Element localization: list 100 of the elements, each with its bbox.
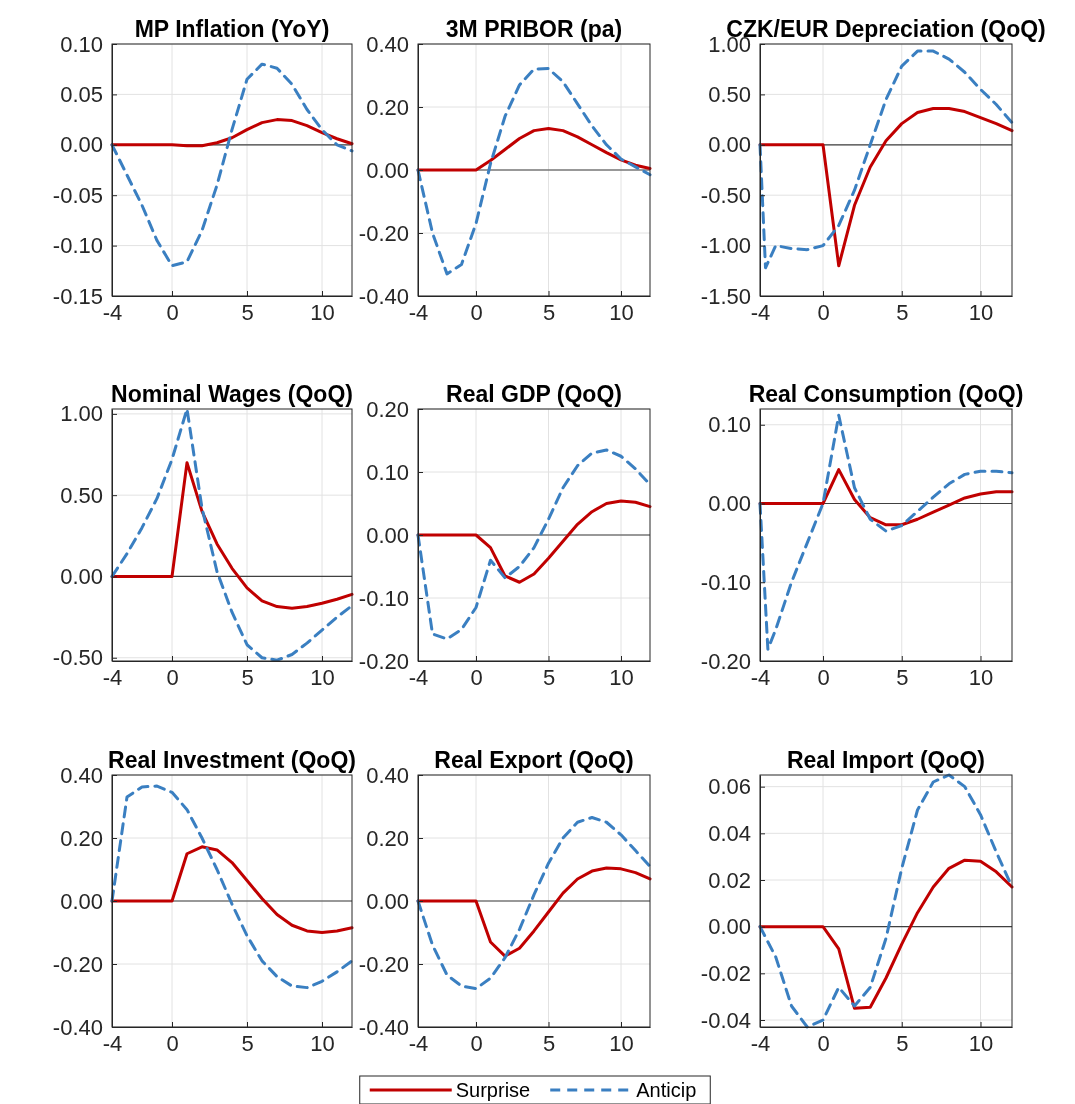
x-tick-label: 10	[310, 1030, 335, 1056]
line-series	[110, 118, 354, 148]
y-tick-label: 0.05	[60, 81, 103, 107]
x-tick-label: 10	[968, 1030, 994, 1056]
y-tick-label: -1.50	[700, 283, 751, 309]
y-tick-label: 0.06	[708, 774, 751, 800]
x-tick-label: 0	[470, 299, 483, 325]
x-tick-label: 0	[166, 1030, 179, 1056]
x-tick-label: 0	[470, 664, 483, 690]
y-tick-label: -0.20	[358, 648, 409, 674]
x-tick-label: 0	[817, 1030, 830, 1056]
x-tick-label: -4	[408, 299, 429, 325]
line-series	[416, 866, 652, 958]
x-tick-label: 5	[896, 1030, 909, 1056]
y-tick-label: -0.50	[52, 645, 103, 671]
x-tick-label: 0	[166, 664, 179, 690]
x-tick-label: -4	[408, 1030, 429, 1056]
y-tick-label: 0.00	[60, 564, 103, 589]
x-tick-label: -4	[102, 664, 123, 690]
chart-title: Real Investment (QoQ)	[108, 747, 356, 773]
y-tick-label: -0.20	[358, 951, 409, 977]
x-tick-label: 0	[470, 1030, 483, 1056]
y-tick-label: -0.20	[700, 648, 751, 674]
y-tick-label: 0.50	[60, 482, 103, 508]
y-tick-label: 0.50	[708, 81, 751, 107]
y-tick-label: -0.50	[700, 182, 751, 208]
y-tick-label: 0.40	[366, 31, 409, 57]
line-series	[110, 407, 354, 662]
y-tick-label: 0.20	[366, 396, 409, 422]
y-tick-label: 0.00	[366, 157, 409, 183]
y-tick-label: 0.10	[366, 459, 409, 485]
y-tick-label: -0.20	[52, 951, 103, 977]
x-tick-label: 10	[968, 299, 994, 325]
line-series	[416, 126, 652, 172]
chart-title: Real Import (QoQ)	[786, 747, 986, 773]
x-tick-label: 10	[609, 299, 634, 325]
x-tick-label: 0	[817, 664, 830, 690]
x-tick-label: 5	[241, 1030, 254, 1056]
line-series	[416, 67, 652, 276]
x-tick-label: 5	[896, 664, 909, 690]
y-tick-label: 0.40	[366, 762, 409, 788]
y-tick-label: -0.40	[52, 1014, 103, 1040]
y-tick-label: -0.40	[358, 283, 409, 309]
y-tick-label: 0.20	[366, 825, 409, 851]
y-tick-label: -0.15	[52, 283, 103, 309]
y-tick-label: 0.40	[60, 762, 103, 788]
line-series	[758, 468, 1014, 527]
x-tick-label: 5	[896, 299, 909, 325]
y-tick-label: -1.00	[700, 233, 751, 259]
y-tick-label: -0.40	[358, 1014, 409, 1040]
line-series	[110, 845, 354, 934]
y-tick-label: 0.20	[366, 94, 409, 120]
legend-label: Anticip	[636, 1079, 697, 1101]
chart-title: MP Inflation (YoY)	[134, 16, 330, 42]
x-tick-label: 10	[310, 664, 335, 690]
y-tick-label: 0.02	[708, 867, 751, 893]
y-tick-label: 0.20	[60, 825, 103, 851]
y-tick-label: 1.00	[60, 401, 103, 427]
line-series	[758, 413, 1014, 651]
line-series	[758, 49, 1014, 270]
chart-title: Nominal Wages (QoQ)	[111, 381, 353, 407]
line-series	[758, 858, 1014, 1010]
x-tick-label: -4	[750, 664, 771, 690]
x-tick-label: -4	[408, 664, 429, 690]
y-tick-label: -0.04	[700, 1007, 751, 1033]
x-tick-label: 5	[241, 664, 254, 690]
x-tick-label: 5	[241, 299, 254, 325]
x-tick-label: 5	[542, 1030, 556, 1056]
x-tick-label: -4	[750, 1030, 771, 1056]
y-tick-label: 0.00	[708, 914, 751, 940]
y-tick-label: -0.02	[700, 960, 751, 986]
y-tick-label: 0.00	[366, 888, 409, 914]
y-tick-label: -0.10	[358, 585, 409, 611]
chart-title: Real Export (QoQ)	[434, 747, 634, 773]
x-tick-label: 0	[166, 299, 179, 325]
x-tick-label: -4	[102, 1030, 123, 1056]
x-tick-label: 5	[542, 664, 556, 690]
line-series	[416, 816, 652, 991]
chart-title: 3M PRIBOR (pa)	[445, 16, 623, 42]
y-tick-label: -0.10	[52, 233, 103, 259]
x-tick-label: 10	[609, 1030, 634, 1056]
x-tick-label: 10	[310, 299, 335, 325]
chart-title: Real GDP (QoQ)	[446, 381, 622, 407]
y-tick-label: -0.10	[700, 569, 751, 595]
y-tick-label: -0.20	[358, 220, 409, 246]
line-series	[758, 107, 1014, 268]
x-tick-label: 10	[968, 664, 994, 690]
x-tick-label: -4	[102, 299, 123, 325]
y-tick-label: 0.00	[60, 888, 103, 914]
line-series	[110, 784, 354, 990]
x-tick-label: -4	[750, 299, 771, 325]
y-tick-label: -0.05	[52, 182, 103, 208]
x-tick-label: 5	[542, 299, 556, 325]
y-tick-label: 0.00	[366, 522, 409, 548]
y-tick-label: 0.00	[60, 132, 103, 158]
y-tick-label: 0.00	[708, 491, 751, 517]
y-tick-label: 0.04	[708, 820, 751, 846]
x-tick-label: 0	[817, 299, 830, 325]
line-series	[758, 773, 1014, 1029]
legend-label: Surprise	[455, 1079, 531, 1101]
